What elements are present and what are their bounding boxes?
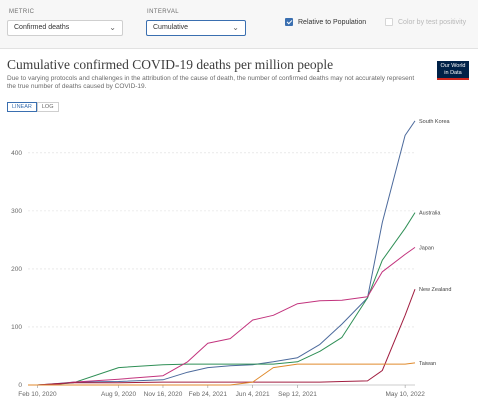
chart-title: Cumulative confirmed COVID-19 deaths per… bbox=[7, 57, 334, 72]
metric-label: METRIC bbox=[9, 9, 35, 15]
series-label: Taiwan bbox=[419, 361, 436, 367]
x-tick-label: Nov 16, 2020 bbox=[144, 391, 183, 398]
controls-bar: METRIC Confirmed deaths ⌄ INTERVAL Cumul… bbox=[0, 0, 478, 49]
checkbox-unchecked-icon bbox=[385, 18, 393, 26]
x-tick-label: Feb 24, 2021 bbox=[189, 391, 228, 398]
series-lines bbox=[28, 120, 416, 386]
series-line-new-zealand bbox=[28, 289, 416, 386]
relative-to-population-toggle[interactable]: Relative to Population bbox=[285, 18, 366, 26]
x-tick-label: Feb 10, 2020 bbox=[18, 391, 57, 398]
series-label: Australia bbox=[419, 211, 441, 217]
linear-scale-button[interactable]: LINEAR bbox=[7, 102, 37, 112]
scale-toggle: LINEAR LOG bbox=[7, 102, 59, 112]
y-axis-ticks: 0 100 200 300 400 bbox=[11, 150, 22, 389]
series-labels: South Korea Australia Japan New Zealand Taiw… bbox=[419, 119, 451, 367]
x-tick-label: Sep 12, 2021 bbox=[278, 391, 317, 398]
color-by-test-positivity-toggle[interactable]: Color by test positivity bbox=[385, 18, 466, 26]
color-by-test-positivity-label: Color by test positivity bbox=[398, 18, 467, 26]
y-tick-label: 200 bbox=[11, 266, 22, 273]
series-line-taiwan bbox=[28, 362, 416, 386]
chevron-down-icon: ⌄ bbox=[109, 23, 116, 32]
interval-label: INTERVAL bbox=[147, 9, 179, 15]
series-label: South Korea bbox=[419, 119, 451, 125]
x-tick-label: Aug 9, 2020 bbox=[101, 391, 136, 398]
interval-value: Cumulative bbox=[153, 24, 189, 31]
metric-select[interactable]: Confirmed deaths ⌄ bbox=[7, 20, 123, 36]
our-world-in-data-logo[interactable]: Our World in Data bbox=[437, 61, 469, 80]
chevron-down-icon: ⌄ bbox=[232, 23, 239, 32]
x-tick-label: May 10, 2022 bbox=[385, 391, 425, 398]
logo-line-1: Our World bbox=[440, 63, 466, 69]
y-tick-label: 400 bbox=[11, 150, 22, 157]
series-line-australia bbox=[28, 212, 416, 386]
interval-select[interactable]: Cumulative ⌄ bbox=[146, 20, 246, 36]
log-scale-button[interactable]: LOG bbox=[36, 102, 59, 112]
series-label: Japan bbox=[419, 245, 434, 251]
y-tick-label: 100 bbox=[11, 324, 22, 331]
relative-to-population-label: Relative to Population bbox=[298, 18, 367, 26]
x-tick-label: Jun 4, 2021 bbox=[236, 391, 270, 398]
metric-value: Confirmed deaths bbox=[14, 24, 70, 31]
checkbox-checked-icon bbox=[285, 18, 293, 26]
series-label: New Zealand bbox=[419, 287, 451, 293]
x-axis-ticks: Feb 10, 2020 Aug 9, 2020 Nov 16, 2020 Feb 2… bbox=[18, 385, 425, 398]
logo-line-2: in Data bbox=[444, 69, 462, 76]
chart-subtitle: Due to varying protocols and challenges … bbox=[7, 75, 415, 90]
y-tick-label: 0 bbox=[18, 382, 22, 389]
grid-lines bbox=[28, 152, 415, 386]
y-tick-label: 300 bbox=[11, 208, 22, 215]
series-line-south-korea bbox=[28, 120, 416, 386]
